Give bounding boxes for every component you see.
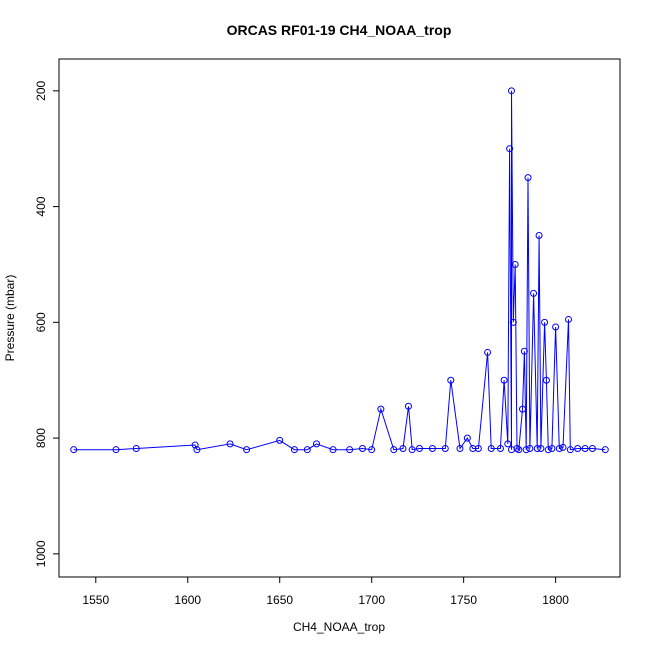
data-point — [520, 347, 528, 355]
x-tick-label: 1700 — [358, 593, 385, 607]
data-point — [535, 232, 543, 240]
data-point — [515, 446, 523, 454]
data-point — [537, 445, 545, 453]
x-axis-label: CH4_NOAA_trop — [293, 620, 385, 634]
data-point — [390, 446, 398, 454]
data-point — [519, 405, 527, 413]
y-tick-label: 400 — [34, 196, 48, 216]
data-point — [447, 376, 455, 384]
data-point — [358, 445, 366, 453]
y-tick-label: 1000 — [34, 540, 48, 567]
data-point — [552, 323, 560, 331]
data-point — [303, 446, 311, 454]
data-point — [566, 446, 574, 454]
x-tick-label: 1600 — [174, 593, 201, 607]
data-point — [533, 445, 541, 453]
y-tick-label: 600 — [34, 312, 48, 332]
data-point — [522, 446, 530, 454]
data-point — [313, 440, 321, 448]
data-point — [601, 446, 609, 454]
data-point — [524, 174, 532, 182]
y-tick-label: 200 — [34, 81, 48, 101]
data-point — [191, 441, 199, 449]
data-point — [243, 446, 251, 454]
data-point — [416, 445, 424, 453]
chart-title: ORCAS RF01-19 CH4_NOAA_trop — [227, 22, 452, 38]
data-point — [441, 445, 449, 453]
data-point — [504, 440, 512, 448]
data-point — [276, 436, 284, 444]
data-point — [548, 445, 556, 453]
plot-frame — [58, 58, 621, 578]
series-line — [73, 90, 606, 451]
data-point — [377, 405, 385, 413]
data-point — [226, 440, 234, 448]
series-layer — [70, 87, 609, 454]
data-point — [487, 445, 495, 453]
data-point — [555, 445, 563, 453]
data-point — [408, 446, 416, 454]
data-point — [507, 87, 515, 95]
data-point — [70, 446, 78, 454]
data-point — [456, 445, 464, 453]
x-tick-label: 1750 — [450, 593, 477, 607]
x-tick-label: 1650 — [266, 593, 293, 607]
data-point — [496, 445, 504, 453]
data-point — [513, 445, 521, 453]
data-point — [193, 446, 201, 454]
data-point — [530, 289, 538, 297]
data-point — [484, 348, 492, 356]
data-point — [112, 446, 120, 454]
data-point — [346, 446, 354, 454]
data-point — [588, 445, 596, 453]
x-tick-label: 1800 — [542, 593, 569, 607]
x-axis: 1550 1600 1650 1700 1750 1800 — [82, 577, 569, 607]
data-point — [329, 446, 337, 454]
data-point — [541, 318, 549, 326]
data-point — [500, 376, 508, 384]
data-point — [463, 434, 471, 442]
data-point — [581, 445, 589, 453]
data-point — [399, 445, 407, 453]
y-axis: 200 400 600 800 1000 — [34, 81, 59, 567]
data-point — [368, 446, 376, 454]
data-point — [290, 446, 298, 454]
data-point — [509, 318, 517, 326]
data-point — [559, 443, 567, 451]
data-point — [474, 445, 482, 453]
x-tick-label: 1550 — [82, 593, 109, 607]
data-point — [428, 445, 436, 453]
data-point — [506, 145, 514, 153]
data-point — [404, 402, 412, 410]
data-point — [564, 315, 572, 323]
data-point — [526, 445, 534, 453]
data-point — [574, 445, 582, 453]
data-point — [511, 260, 519, 268]
y-axis-label: Pressure (mbar) — [3, 275, 17, 362]
y-tick-label: 800 — [34, 428, 48, 448]
data-point — [542, 376, 550, 384]
data-point — [544, 446, 552, 454]
data-point — [132, 445, 140, 453]
